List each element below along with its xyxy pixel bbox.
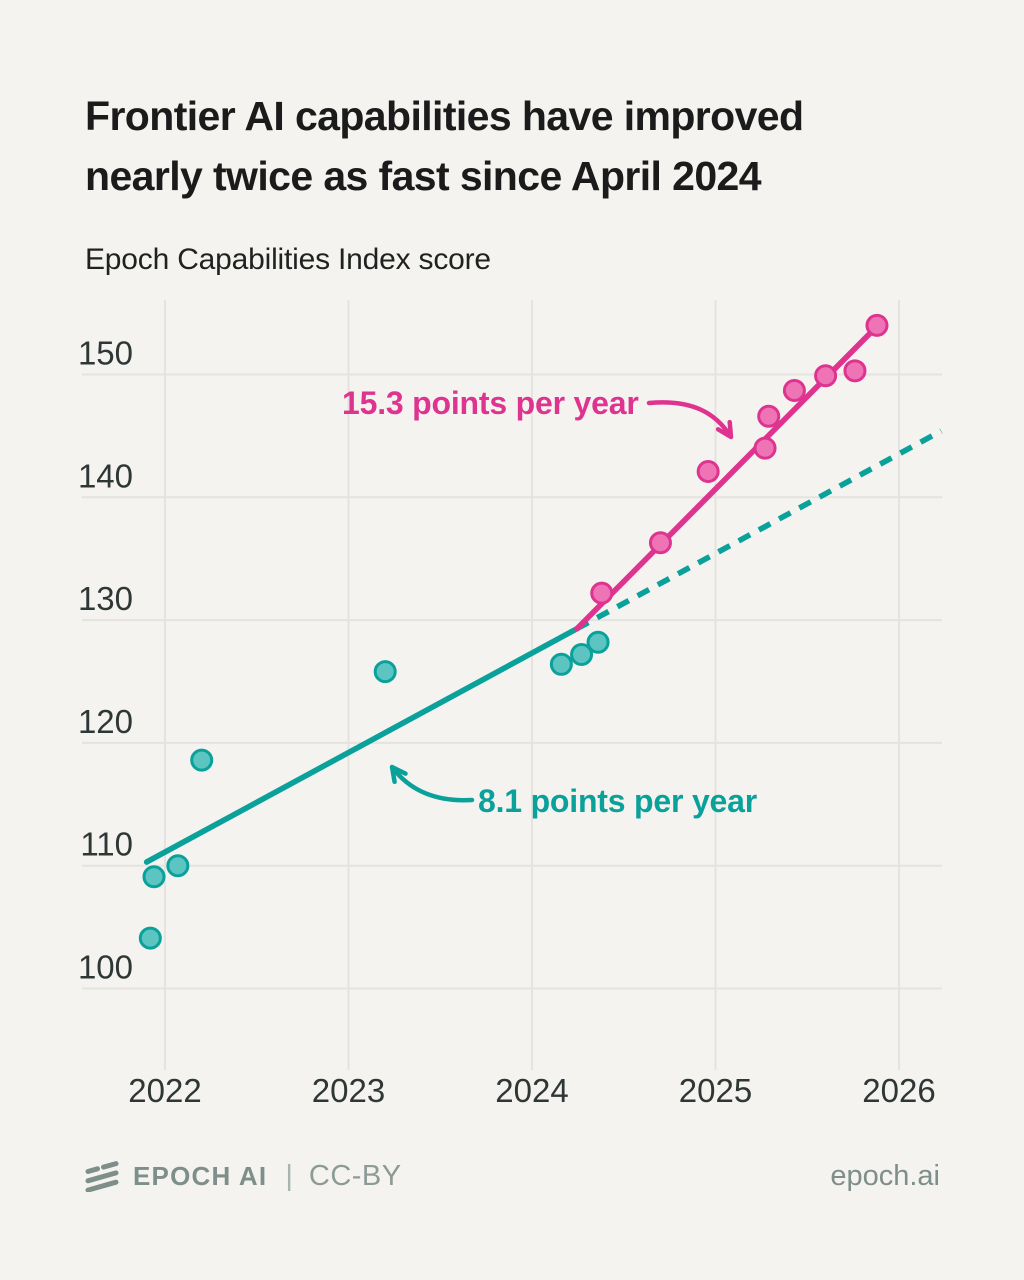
footer-brand: EPOCH AI	[133, 1160, 268, 1191]
data-point-models_since_april_2024	[590, 581, 614, 605]
x-tick-label: 2023	[312, 1072, 385, 1109]
x-tick-label: 2024	[495, 1072, 568, 1109]
annotation-arrow	[646, 400, 734, 440]
x-tick-label: 2026	[862, 1072, 935, 1109]
trend-line-trend_before_april_2024	[143, 625, 580, 865]
annotation-arrow	[389, 764, 475, 803]
footer-license: CC-BY	[308, 1159, 402, 1192]
data-point-models_before_april_2024	[570, 642, 594, 666]
y-tick-label: 100	[78, 949, 133, 986]
data-point-models_since_april_2024	[757, 404, 781, 428]
footer-separator: |	[285, 1159, 293, 1192]
y-tick-label: 110	[80, 826, 133, 863]
data-point-models_since_april_2024	[843, 359, 867, 383]
data-point-models_since_april_2024	[696, 460, 720, 484]
epoch-ai-logo	[85, 1160, 119, 1192]
trend-line-trend_before_extrapolated	[575, 428, 943, 632]
data-point-models_before_april_2024	[166, 854, 190, 878]
data-point-models_since_april_2024	[865, 313, 889, 337]
data-point-models_before_april_2024	[142, 865, 166, 889]
x-tick-label: 2022	[128, 1072, 201, 1109]
data-point-models_before_april_2024	[190, 748, 214, 772]
footer-site-link[interactable]: epoch.ai	[830, 1159, 940, 1192]
y-tick-label: 140	[78, 457, 133, 494]
chart-title: Frontier AI capabilities have improved n…	[85, 93, 804, 200]
data-point-models_since_april_2024	[648, 531, 672, 555]
data-point-models_since_april_2024	[782, 378, 806, 402]
y-tick-label: 120	[78, 703, 133, 740]
data-point-models_before_april_2024	[586, 630, 610, 654]
data-point-models_before_april_2024	[373, 660, 397, 684]
data-point-models_since_april_2024	[753, 436, 777, 460]
annotation-label: 15.3 points per year	[342, 385, 639, 421]
data-point-models_since_april_2024	[814, 364, 838, 388]
y-tick-label: 130	[78, 580, 133, 617]
y-tick-label: 150	[78, 335, 133, 372]
chart-subtitle: Epoch Capabilities Index score	[85, 243, 491, 276]
data-point-models_before_april_2024	[138, 926, 162, 950]
annotation-label: 8.1 points per year	[478, 783, 757, 819]
data-point-models_before_april_2024	[549, 652, 573, 676]
x-tick-label: 2025	[679, 1072, 752, 1109]
footer: EPOCH AI | CC-BY epoch.ai	[85, 1150, 940, 1202]
